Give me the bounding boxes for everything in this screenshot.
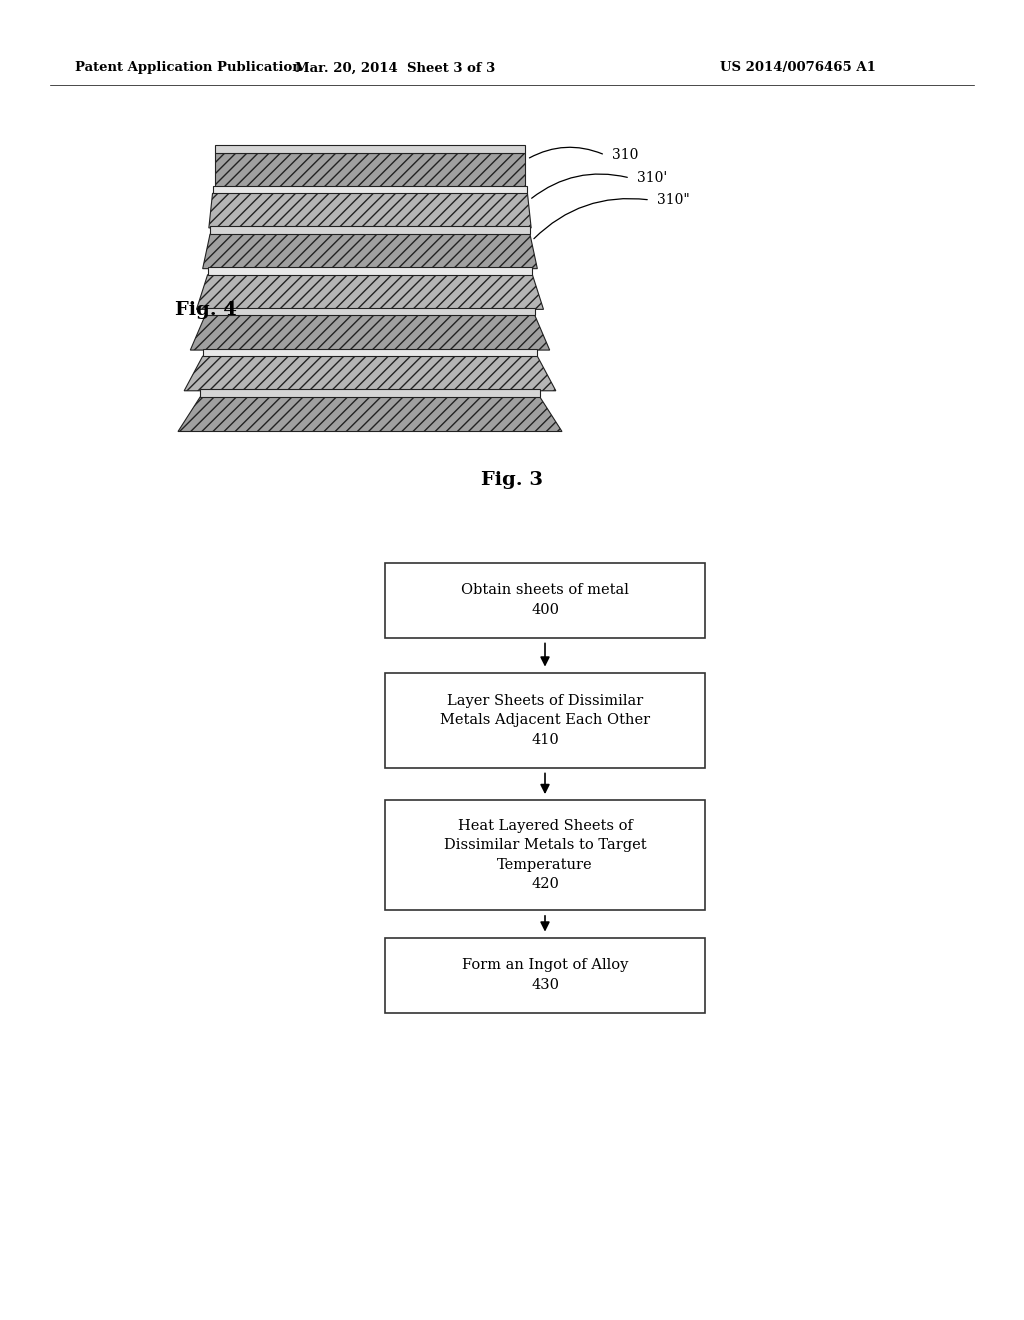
- Text: Fig. 3: Fig. 3: [481, 471, 543, 488]
- Text: Fig. 4: Fig. 4: [175, 301, 237, 319]
- Text: Heat Layered Sheets of
Dissimilar Metals to Target
Temperature
420: Heat Layered Sheets of Dissimilar Metals…: [443, 818, 646, 891]
- Polygon shape: [203, 234, 538, 269]
- Polygon shape: [215, 145, 525, 153]
- FancyBboxPatch shape: [385, 672, 705, 767]
- Polygon shape: [190, 315, 550, 350]
- FancyBboxPatch shape: [385, 800, 705, 909]
- Text: Patent Application Publication: Patent Application Publication: [75, 62, 302, 74]
- Polygon shape: [178, 397, 562, 432]
- FancyBboxPatch shape: [385, 562, 705, 638]
- Text: Form an Ingot of Alloy
430: Form an Ingot of Alloy 430: [462, 958, 628, 991]
- Polygon shape: [197, 275, 544, 309]
- Polygon shape: [205, 308, 535, 315]
- Polygon shape: [213, 186, 527, 193]
- Text: 310': 310': [637, 172, 668, 185]
- Polygon shape: [215, 153, 525, 187]
- Polygon shape: [184, 356, 556, 391]
- Polygon shape: [209, 193, 531, 228]
- Polygon shape: [210, 227, 530, 234]
- FancyBboxPatch shape: [385, 937, 705, 1012]
- Text: 310": 310": [657, 193, 690, 207]
- Polygon shape: [201, 389, 540, 397]
- Text: Mar. 20, 2014  Sheet 3 of 3: Mar. 20, 2014 Sheet 3 of 3: [295, 62, 496, 74]
- Polygon shape: [203, 348, 538, 356]
- Text: US 2014/0076465 A1: US 2014/0076465 A1: [720, 62, 876, 74]
- Text: Obtain sheets of metal
400: Obtain sheets of metal 400: [461, 583, 629, 616]
- Text: Layer Sheets of Dissimilar
Metals Adjacent Each Other
410: Layer Sheets of Dissimilar Metals Adjace…: [440, 693, 650, 747]
- Text: 310: 310: [612, 148, 638, 162]
- Polygon shape: [208, 267, 532, 275]
